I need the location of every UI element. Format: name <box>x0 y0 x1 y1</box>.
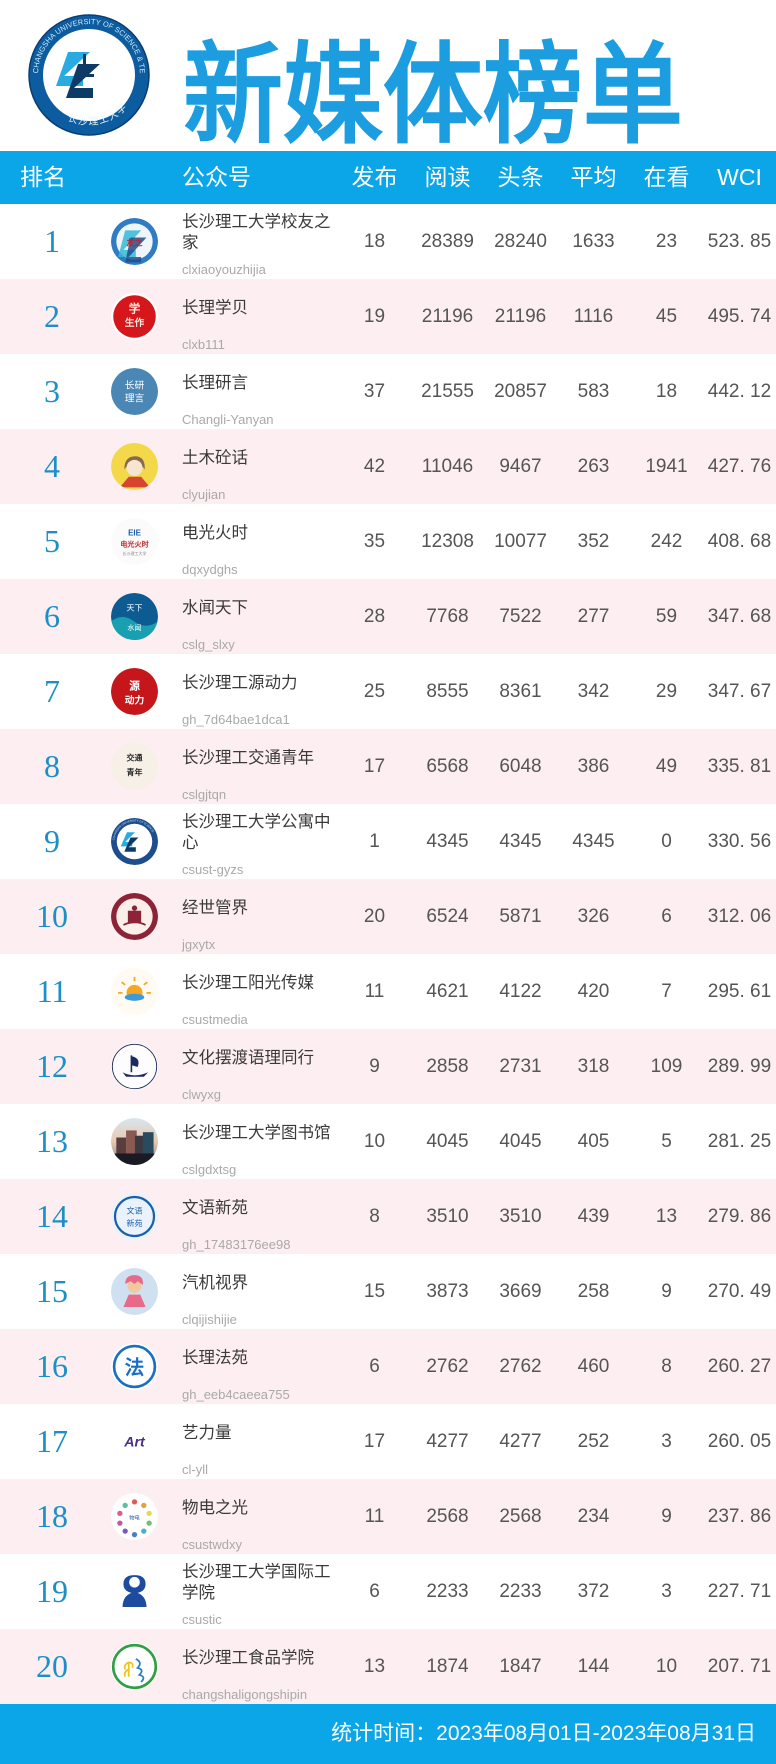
svg-text:天下: 天下 <box>127 604 143 613</box>
svg-text:理言: 理言 <box>125 392 145 405</box>
svg-text:生作: 生作 <box>125 316 145 329</box>
svg-text:交通: 交通 <box>127 753 143 763</box>
svg-text:文语: 文语 <box>127 1205 143 1215</box>
svg-text:动力: 动力 <box>125 693 145 706</box>
svg-text:长沙理工大学: 长沙理工大学 <box>123 550 147 556</box>
svg-text:青年: 青年 <box>127 767 143 777</box>
svg-text:新苑: 新苑 <box>127 1218 143 1228</box>
svg-text:源: 源 <box>129 679 140 692</box>
svg-text:法: 法 <box>125 1356 145 1379</box>
svg-text:友之: 友之 <box>126 237 143 247</box>
svg-text:物电: 物电 <box>129 1514 140 1522</box>
svg-text:长研: 长研 <box>125 379 145 391</box>
svg-text:电光火时: 电光火时 <box>120 539 148 548</box>
svg-text:Art: Art <box>123 1434 146 1450</box>
svg-text:学: 学 <box>129 302 141 316</box>
svg-text:EIE: EIE <box>128 529 141 538</box>
svg-text:水闻: 水闻 <box>127 623 141 632</box>
